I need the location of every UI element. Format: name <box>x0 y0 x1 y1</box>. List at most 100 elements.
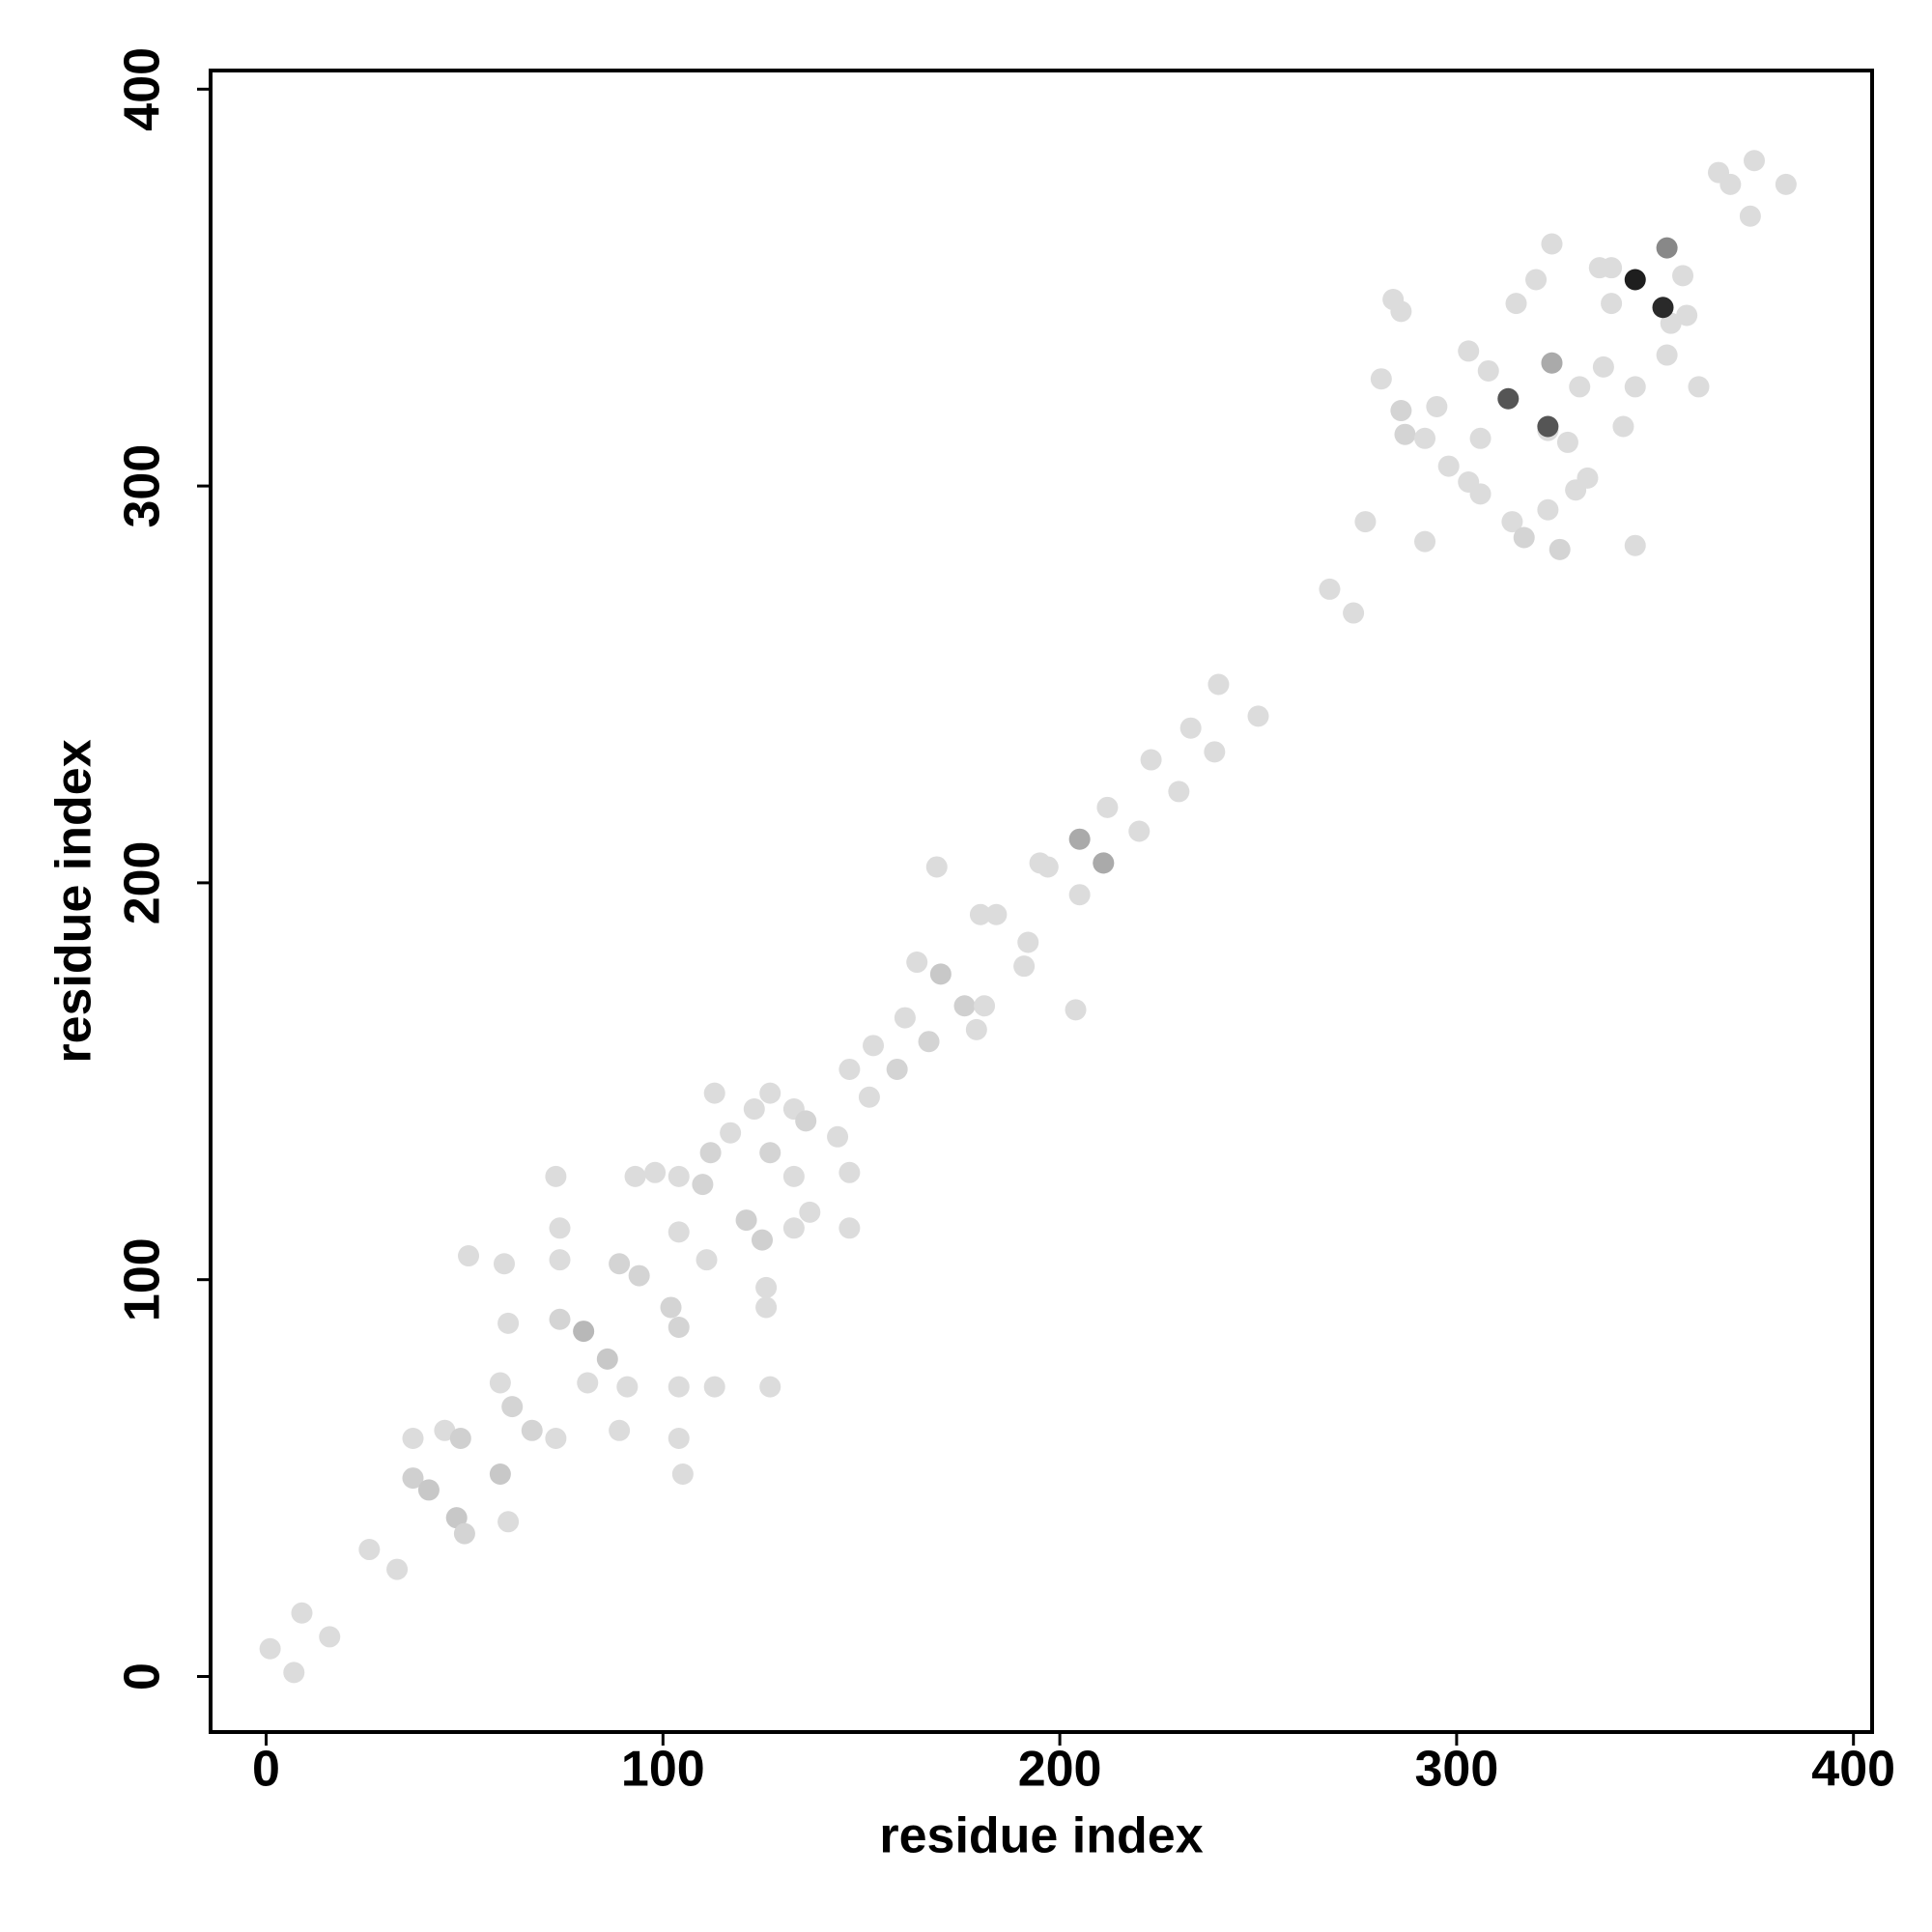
point <box>493 1253 515 1275</box>
point <box>573 1321 595 1343</box>
point <box>1525 269 1548 291</box>
point <box>1093 852 1115 874</box>
point <box>1592 355 1614 378</box>
point <box>863 1035 885 1057</box>
point <box>759 1142 781 1164</box>
point <box>1612 415 1634 438</box>
point <box>668 1428 690 1450</box>
point <box>1672 265 1694 287</box>
point <box>1390 400 1412 422</box>
point <box>838 1161 861 1183</box>
point <box>1179 717 1202 739</box>
point <box>759 1376 781 1398</box>
point <box>259 1637 281 1660</box>
point <box>434 1419 456 1441</box>
point <box>1426 395 1448 417</box>
point <box>1541 233 1563 255</box>
point <box>624 1165 646 1187</box>
point <box>1537 498 1559 521</box>
point <box>696 1249 718 1271</box>
y-tick-label: 400 <box>115 47 171 131</box>
point <box>1537 415 1559 438</box>
point <box>1354 511 1377 533</box>
point <box>671 1463 694 1485</box>
point <box>497 1511 520 1533</box>
point <box>644 1161 667 1183</box>
point <box>755 1276 778 1298</box>
y-tick-label: 300 <box>115 444 171 528</box>
point <box>759 1082 781 1104</box>
point <box>985 903 1008 925</box>
point <box>1140 749 1162 771</box>
point <box>1505 293 1527 315</box>
point <box>1017 931 1039 953</box>
point <box>743 1098 765 1121</box>
point <box>720 1122 742 1144</box>
point <box>609 1253 631 1275</box>
x-tick-label: 400 <box>1811 1742 1895 1798</box>
point <box>445 1507 468 1529</box>
point <box>616 1376 639 1398</box>
x-tick-label: 0 <box>252 1742 280 1798</box>
point <box>1168 781 1190 803</box>
point <box>1208 673 1230 696</box>
point <box>1128 820 1151 842</box>
point <box>1541 352 1563 374</box>
point <box>1469 427 1492 449</box>
point <box>894 1007 916 1029</box>
point <box>628 1264 650 1287</box>
point <box>458 1245 480 1267</box>
point <box>1068 884 1091 906</box>
point <box>799 1201 821 1223</box>
y-tick-label: 0 <box>115 1662 171 1690</box>
plot-frame <box>209 69 1874 1734</box>
point <box>417 1479 440 1501</box>
y-axis-label: residue index <box>46 739 102 1063</box>
point <box>1652 297 1674 319</box>
point <box>358 1539 381 1561</box>
point <box>782 1165 805 1187</box>
point <box>703 1082 725 1104</box>
point <box>1370 368 1392 390</box>
point <box>1676 304 1698 327</box>
point <box>1556 431 1578 453</box>
point <box>1247 705 1269 727</box>
point <box>1394 423 1416 445</box>
point <box>886 1058 908 1080</box>
point <box>501 1396 524 1418</box>
point <box>453 1522 475 1545</box>
point <box>838 1058 861 1080</box>
point <box>1013 955 1036 978</box>
point <box>699 1142 722 1164</box>
point <box>549 1249 571 1271</box>
point <box>668 1376 690 1398</box>
point <box>1743 150 1765 172</box>
point <box>925 856 948 878</box>
point <box>1037 856 1059 878</box>
point <box>1390 300 1412 323</box>
point <box>1601 293 1623 315</box>
point <box>1501 511 1523 533</box>
point <box>319 1626 341 1648</box>
point <box>906 952 928 974</box>
point <box>735 1209 757 1232</box>
point <box>755 1296 778 1319</box>
point <box>1319 578 1341 600</box>
point <box>752 1229 774 1251</box>
point <box>858 1086 880 1108</box>
point <box>1437 455 1460 477</box>
point <box>965 1018 987 1040</box>
point <box>827 1125 849 1148</box>
x-axis-label: residue index <box>879 1808 1203 1864</box>
point <box>1414 530 1436 553</box>
point <box>692 1174 714 1196</box>
point <box>489 1372 511 1394</box>
x-tick-label: 200 <box>1018 1742 1102 1798</box>
point <box>386 1558 409 1580</box>
point <box>838 1217 861 1239</box>
point <box>1343 602 1365 624</box>
point <box>668 1316 690 1338</box>
point <box>703 1376 725 1398</box>
